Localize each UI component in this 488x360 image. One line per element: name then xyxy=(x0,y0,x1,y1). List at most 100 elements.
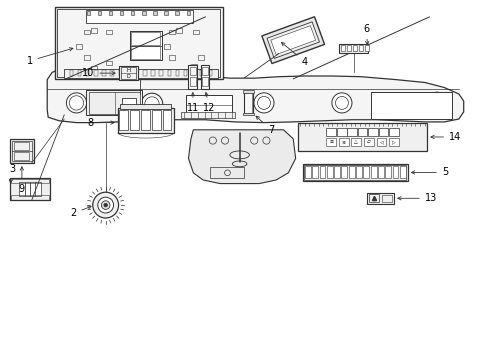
Text: 6: 6 xyxy=(363,24,368,45)
Bar xyxy=(105,60,111,65)
Bar xyxy=(14,152,29,159)
Bar xyxy=(119,70,122,76)
Bar xyxy=(367,128,377,136)
Text: D: D xyxy=(126,74,130,79)
Bar xyxy=(10,178,50,201)
Bar xyxy=(242,113,254,116)
Text: ▱: ▱ xyxy=(366,139,370,144)
Bar xyxy=(385,166,390,178)
Circle shape xyxy=(98,197,113,213)
Bar xyxy=(353,45,357,51)
Bar xyxy=(121,67,136,79)
Bar xyxy=(130,110,139,130)
Circle shape xyxy=(331,93,351,113)
Bar xyxy=(83,55,89,59)
Bar xyxy=(351,138,361,145)
Text: 7: 7 xyxy=(256,116,274,135)
Circle shape xyxy=(13,184,22,194)
Circle shape xyxy=(101,201,110,210)
Bar xyxy=(325,128,335,136)
Bar xyxy=(86,10,193,23)
Text: 11: 11 xyxy=(186,93,199,113)
Bar xyxy=(243,92,253,114)
Bar xyxy=(208,70,211,76)
Text: △: △ xyxy=(354,139,358,144)
Bar xyxy=(319,166,325,178)
Text: ≡: ≡ xyxy=(328,139,333,144)
Circle shape xyxy=(163,26,209,72)
Text: ◁: ◁ xyxy=(379,139,383,144)
Bar xyxy=(336,128,346,136)
Bar xyxy=(366,193,393,204)
Bar xyxy=(164,12,167,15)
Text: 2: 2 xyxy=(70,206,91,219)
Circle shape xyxy=(253,93,273,113)
Bar xyxy=(86,12,90,15)
Bar xyxy=(376,138,386,145)
Bar xyxy=(119,66,138,80)
Bar xyxy=(348,166,354,178)
Bar xyxy=(183,70,187,76)
Bar xyxy=(126,70,130,76)
Circle shape xyxy=(403,129,421,148)
Bar xyxy=(109,12,112,15)
Bar xyxy=(163,110,171,130)
Text: 1: 1 xyxy=(26,48,73,66)
Bar xyxy=(346,128,356,136)
Bar xyxy=(118,108,174,133)
Circle shape xyxy=(409,136,414,140)
Bar xyxy=(370,166,376,178)
Bar xyxy=(346,45,350,51)
Circle shape xyxy=(103,203,107,207)
Bar xyxy=(57,9,220,77)
Bar xyxy=(86,90,142,116)
Bar xyxy=(198,55,203,59)
Bar xyxy=(11,179,49,183)
Bar xyxy=(363,166,368,178)
Bar xyxy=(135,70,138,76)
Bar xyxy=(164,44,170,49)
Text: ≋: ≋ xyxy=(341,139,345,144)
Bar xyxy=(193,30,199,35)
Bar xyxy=(76,44,82,49)
Bar xyxy=(190,64,196,68)
Bar xyxy=(162,121,169,130)
Text: 5: 5 xyxy=(410,167,447,177)
Bar xyxy=(189,77,195,86)
Bar xyxy=(326,166,332,178)
Bar xyxy=(305,166,310,178)
Bar xyxy=(388,128,398,136)
Text: 10: 10 xyxy=(82,68,115,78)
Text: 4: 4 xyxy=(281,42,307,67)
Bar xyxy=(202,67,207,75)
Bar xyxy=(298,123,427,151)
Text: 13: 13 xyxy=(397,193,436,203)
Bar xyxy=(119,110,128,130)
Bar xyxy=(266,22,319,58)
Bar xyxy=(88,92,140,114)
Text: 9: 9 xyxy=(19,167,25,194)
Bar xyxy=(169,55,175,59)
Bar xyxy=(131,32,160,45)
Bar xyxy=(142,12,145,15)
Bar xyxy=(86,70,89,76)
Bar xyxy=(91,28,97,33)
Bar xyxy=(333,166,339,178)
Circle shape xyxy=(107,93,128,115)
Bar xyxy=(131,12,134,15)
Bar xyxy=(35,182,41,196)
Bar xyxy=(359,45,363,51)
Bar xyxy=(131,46,160,59)
Bar xyxy=(12,140,32,161)
Polygon shape xyxy=(47,66,463,123)
Bar xyxy=(338,138,348,145)
Bar xyxy=(202,77,207,86)
Bar xyxy=(192,70,195,76)
Bar xyxy=(210,167,244,178)
Bar xyxy=(357,128,367,136)
Bar xyxy=(341,45,345,51)
Bar xyxy=(370,92,450,119)
Bar xyxy=(122,98,136,111)
Bar xyxy=(14,142,29,149)
Bar xyxy=(388,138,398,145)
